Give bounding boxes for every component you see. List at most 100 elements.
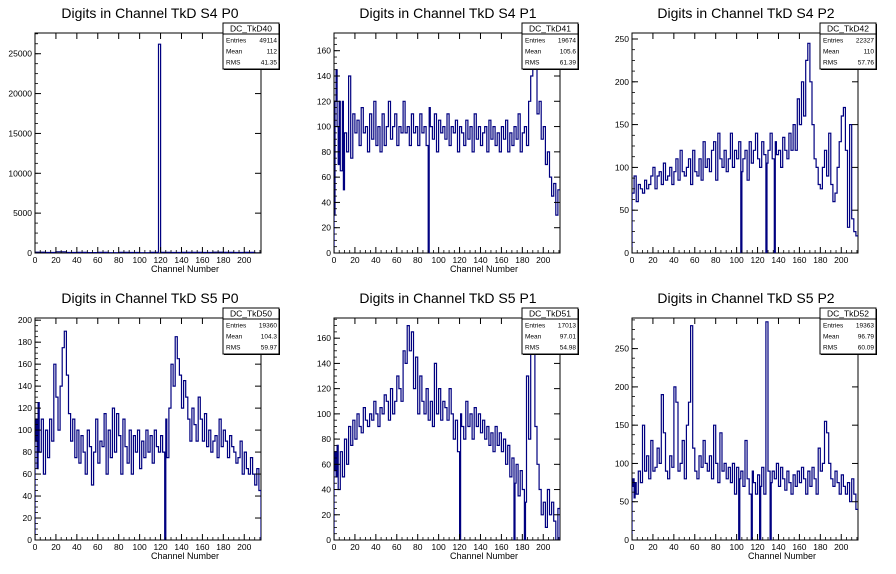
x-tick-label: 140 xyxy=(771,542,785,552)
chart-title: Digits in Channel TkD S4 P2 xyxy=(657,5,834,21)
y-tick-label: 120 xyxy=(18,403,32,413)
stats-value: 19674 xyxy=(558,38,576,45)
chart-title: Digits in Channel TkD S5 P2 xyxy=(657,290,834,306)
y-tick-label: 250 xyxy=(615,34,629,44)
x-tick-label: 200 xyxy=(237,255,251,265)
y-tick-label: 140 xyxy=(18,381,32,391)
stats-value: 49114 xyxy=(259,38,277,45)
x-tick-label: 200 xyxy=(536,542,550,552)
stats-value: 54.98 xyxy=(560,345,577,352)
x-tick-label: 180 xyxy=(216,542,230,552)
y-tick-label: 120 xyxy=(317,96,331,106)
x-tick-label: 60 xyxy=(392,542,402,552)
stats-key: Entries xyxy=(226,323,247,330)
chart-panel-3: Digits in Channel TkD S5 P0 0 20 40 60 80 100 1… xyxy=(18,290,280,561)
x-tick-label: 160 xyxy=(792,255,806,265)
y-tick-label: 150 xyxy=(615,120,629,130)
stats-key: RMS xyxy=(823,345,838,352)
x-tick-label: 120 xyxy=(750,255,764,265)
y-tick-label: 25000 xyxy=(8,49,32,59)
x-tick-label: 0 xyxy=(630,255,635,265)
y-tick-label: 40 xyxy=(23,491,33,501)
x-tick-label: 80 xyxy=(711,255,721,265)
y-tick-label: 100 xyxy=(615,162,629,172)
histogram-series xyxy=(334,33,560,253)
x-tick-label: 60 xyxy=(93,542,103,552)
x-tick-label: 80 xyxy=(114,255,124,265)
stats-value: 60.09 xyxy=(858,345,875,352)
y-tick-label: 0 xyxy=(27,535,32,545)
x-tick-label: 200 xyxy=(834,542,848,552)
y-tick-label: 10000 xyxy=(8,168,32,178)
stats-box-frame xyxy=(222,22,280,70)
x-tick-label: 0 xyxy=(33,255,38,265)
stats-key: Mean xyxy=(823,334,840,341)
stats-value: 104.3 xyxy=(261,334,278,341)
chart-panel-1: Digits in Channel TkD S4 P1 0 20 40 60 80 100 1… xyxy=(317,5,579,274)
stats-key: RMS xyxy=(525,60,540,67)
y-tick-label: 0 xyxy=(326,535,331,545)
histogram-series xyxy=(35,43,261,253)
stats-box-frame xyxy=(819,307,877,355)
stats-value: 105.6 xyxy=(560,49,577,56)
x-tick-label: 20 xyxy=(51,255,61,265)
stats-key: Mean xyxy=(823,49,840,56)
x-tick-label: 100 xyxy=(432,542,446,552)
x-tick-label: 180 xyxy=(515,542,529,552)
x-tick-label: 120 xyxy=(153,255,167,265)
x-tick-label: 180 xyxy=(515,255,529,265)
y-tick-label: 100 xyxy=(615,458,629,468)
stats-value: 110 xyxy=(864,49,875,56)
histogram-series xyxy=(334,325,560,540)
chart-title: Digits in Channel TkD S5 P0 xyxy=(61,290,238,306)
stats-box-frame xyxy=(521,307,579,355)
y-tick-label: 20 xyxy=(322,510,332,520)
x-tick-label: 40 xyxy=(669,255,679,265)
x-tick-label: 160 xyxy=(792,542,806,552)
x-tick-label: 0 xyxy=(332,255,337,265)
x-axis-label: Channel Number xyxy=(151,264,219,274)
x-tick-label: 60 xyxy=(690,255,700,265)
y-tick-label: 40 xyxy=(322,485,332,495)
x-tick-label: 140 xyxy=(473,255,487,265)
x-tick-label: 100 xyxy=(133,542,147,552)
stats-name: DC_TkD52 xyxy=(827,309,869,319)
y-tick-label: 140 xyxy=(317,358,331,368)
x-axis-label: Channel Number xyxy=(151,551,219,561)
x-tick-label: 80 xyxy=(711,542,721,552)
y-tick-label: 0 xyxy=(326,248,331,258)
stats-value: 97.01 xyxy=(560,334,577,341)
y-tick-label: 20000 xyxy=(8,89,32,99)
x-tick-label: 120 xyxy=(750,542,764,552)
stats-value: 59.97 xyxy=(261,345,278,352)
x-tick-label: 200 xyxy=(237,542,251,552)
y-tick-label: 60 xyxy=(322,459,332,469)
plot-frame xyxy=(333,317,561,541)
x-tick-label: 0 xyxy=(630,542,635,552)
plot-frame xyxy=(333,32,561,254)
x-tick-label: 80 xyxy=(413,255,423,265)
x-tick-label: 100 xyxy=(432,255,446,265)
chart-panel-5: Digits in Channel TkD S5 P2 0 20 40 60 80 100 1… xyxy=(615,290,877,561)
stats-value: 61.39 xyxy=(560,60,577,67)
stats-box: DC_TkD40 Entries 49114 Mean 112 RMS 41.35 xyxy=(222,22,280,70)
stats-name: DC_TkD40 xyxy=(230,24,272,34)
stats-key: RMS xyxy=(226,345,241,352)
x-tick-label: 40 xyxy=(371,542,381,552)
x-tick-label: 100 xyxy=(133,255,147,265)
chart-title: Digits in Channel TkD S5 P1 xyxy=(359,290,536,306)
x-tick-label: 40 xyxy=(72,542,82,552)
y-tick-label: 0 xyxy=(624,535,629,545)
stats-value: 19360 xyxy=(259,323,277,330)
x-tick-label: 20 xyxy=(51,542,61,552)
x-tick-label: 60 xyxy=(690,542,700,552)
stats-key: Mean xyxy=(226,334,243,341)
stats-value: 19363 xyxy=(856,323,874,330)
x-tick-label: 100 xyxy=(730,255,744,265)
stats-key: Mean xyxy=(226,49,243,56)
x-axis-label: Channel Number xyxy=(450,264,518,274)
y-tick-label: 15000 xyxy=(8,128,32,138)
chart-panel-4: Digits in Channel TkD S5 P1 0 20 40 60 80 100 1… xyxy=(317,290,579,561)
x-tick-label: 60 xyxy=(93,255,103,265)
